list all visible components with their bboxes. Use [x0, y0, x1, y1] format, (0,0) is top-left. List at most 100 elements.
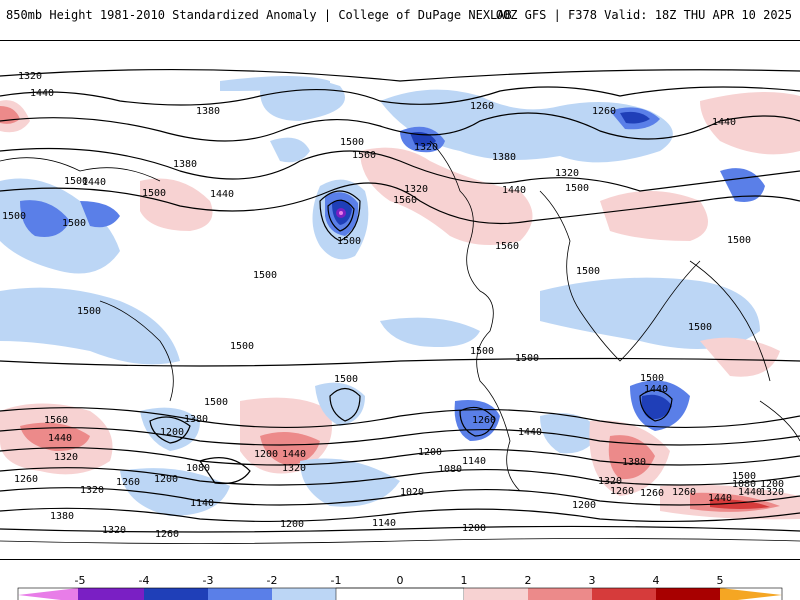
colorbar-swatch: [656, 588, 720, 600]
contour-label: 1500: [515, 353, 539, 364]
australia-coastline: [689, 260, 771, 382]
contour-label: 1380: [173, 159, 197, 170]
colorbar-swatch: [592, 588, 656, 600]
contour-label: 1200: [154, 474, 178, 485]
anomaly-area: [380, 89, 673, 163]
colorbar-tick: 5: [716, 574, 724, 587]
contour-label: 1500: [470, 346, 494, 357]
anomaly-area: [360, 147, 533, 245]
nz-coastline: [759, 400, 800, 442]
colorbar-swatch: [78, 588, 144, 600]
contour-label: 1500: [2, 211, 26, 222]
anomaly-area: [315, 382, 365, 426]
contour-line: [329, 387, 361, 422]
contour-label: 1440: [48, 433, 72, 444]
contour-line: [0, 147, 800, 192]
contour-label: 1260: [116, 477, 140, 488]
contour-label: 1140: [372, 518, 396, 529]
anomaly-area: [20, 422, 90, 451]
colorbar-swatch: [528, 588, 592, 600]
anomaly-area: [120, 468, 230, 516]
anomaly-area: [270, 137, 310, 163]
contour-label: 1440: [712, 117, 736, 128]
contour-label: 1500: [340, 137, 364, 148]
indonesia-coastline: [99, 300, 174, 402]
contour-label: 1380: [50, 511, 74, 522]
colorbar-swatch: [18, 588, 78, 600]
anomaly-area: [260, 432, 320, 466]
contour-label: 1380: [622, 457, 646, 468]
anomaly-shading: [0, 76, 800, 520]
contour-label: 1560: [352, 150, 376, 161]
anomaly-area: [641, 394, 672, 420]
colorbar-svg: [17, 587, 783, 600]
contour-label: 1500: [727, 235, 751, 246]
anomaly-area: [220, 76, 330, 91]
contour-line: [0, 407, 800, 428]
anomaly-area: [300, 458, 400, 507]
americas-coastline: [429, 140, 521, 492]
contour-line: [199, 457, 251, 485]
contour-label: 1440: [708, 493, 732, 504]
contour-label: 1440: [502, 185, 526, 196]
contour-label: 1500: [77, 306, 101, 317]
contour-line: [149, 416, 191, 444]
contour-label: 1320: [18, 71, 42, 82]
contour-label: 1320: [760, 487, 784, 498]
anomaly-area: [700, 92, 800, 155]
contour-label: 1560: [495, 241, 519, 252]
colorbar-tick: 0: [396, 574, 404, 587]
contour-label: 1440: [210, 189, 234, 200]
anomaly-area: [608, 435, 655, 480]
contour-label: 1500: [64, 176, 88, 187]
colorbar-swatch: [272, 588, 336, 600]
anomaly-area: [80, 201, 120, 228]
asia-coastline: [0, 157, 161, 182]
contour-label: 1440: [282, 449, 306, 460]
contour-label: 1200: [280, 519, 304, 530]
colorbar-tick: -2: [266, 574, 278, 587]
colorbar-tick: -3: [202, 574, 214, 587]
colorbar-tick: 1: [460, 574, 468, 587]
contour-label: 1500: [732, 471, 756, 482]
anomaly-area: [620, 111, 650, 124]
contour-label: 1200: [254, 449, 278, 460]
anomaly-area: [600, 191, 708, 241]
contour-line: [459, 406, 496, 437]
contour-label: 1200: [418, 447, 442, 458]
contour-label: 1020: [400, 487, 424, 498]
contour-line: [0, 112, 800, 142]
contour-label: 1260: [155, 529, 179, 540]
contour-label: 1320: [555, 168, 579, 179]
colorbar-swatch: [720, 588, 782, 600]
contour-label: 1440: [82, 177, 106, 188]
contour-label: 1500: [230, 341, 254, 352]
anomaly-area: [0, 287, 180, 365]
colorbar-tick: 3: [588, 574, 596, 587]
contour-label: 1440: [644, 384, 668, 395]
anomaly-area: [700, 337, 780, 377]
colorbar: [0, 570, 800, 600]
contour-label: 1200: [462, 523, 486, 534]
contour-label: 1260: [14, 474, 38, 485]
contour-labels: 1320 1440 1380 1500 1260 1440 1260 1380 …: [2, 71, 784, 540]
contour-label: 1500: [640, 373, 664, 384]
contour-label: 1140: [462, 456, 486, 467]
antarctica-coastline: [0, 538, 800, 544]
contour-line: [319, 190, 361, 242]
contour-label: 1500: [204, 397, 228, 408]
anomaly-area: [710, 499, 770, 509]
contour-line: [0, 357, 800, 367]
anomaly-area: [20, 200, 70, 237]
contour-label: 1500: [576, 266, 600, 277]
contour-line: [0, 427, 800, 446]
colorbar-outline: [17, 587, 783, 600]
map-canvas: 1320 1440 1380 1500 1260 1440 1260 1380 …: [0, 68, 800, 544]
colorbar-tick: -4: [138, 574, 150, 587]
contour-label: 1500: [253, 270, 277, 281]
contour-label: 1260: [610, 486, 634, 497]
contour-label: 1380: [184, 414, 208, 425]
anomaly-area: [380, 317, 480, 347]
contour-label: 1200: [760, 479, 784, 490]
contour-label: 1440: [30, 88, 54, 99]
